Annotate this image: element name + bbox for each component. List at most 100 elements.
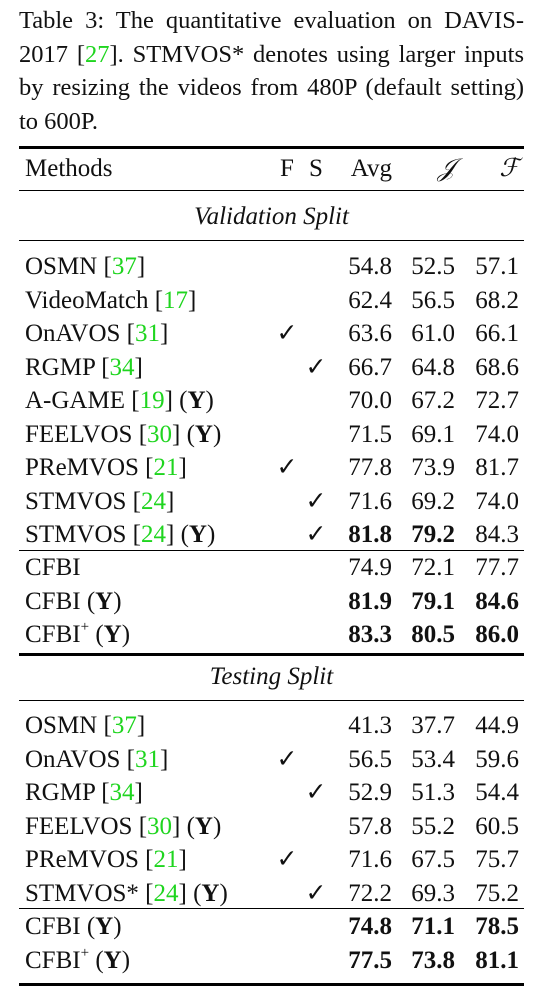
j-score: 64.8	[411, 353, 455, 381]
f-score: 81.1	[475, 947, 519, 974]
j-score: 67.2	[411, 387, 455, 414]
f-score: 77.7	[475, 554, 519, 581]
citation-link[interactable]: 31	[134, 745, 160, 773]
synthetic-check: ✓	[305, 521, 327, 548]
j-score: 79.2	[411, 521, 455, 548]
citation-link[interactable]: 19	[139, 387, 165, 414]
citation-link[interactable]: 17	[163, 286, 189, 314]
f-score: 72.7	[475, 387, 519, 414]
method-cell: PReMVOS [21]	[25, 846, 187, 873]
f-score: 81.7	[475, 454, 519, 481]
method-cell: RGMP [34]	[25, 353, 143, 381]
table-row: CFBI (Y) 81.9 79.1 84.6	[19, 585, 524, 618]
citation-link[interactable]: 37	[111, 712, 137, 739]
header-f: F	[280, 155, 294, 182]
method-cell: OnAVOS [31]	[25, 745, 169, 773]
caption-tail: ]. STMVOS* denotes using larger inputs b…	[19, 40, 524, 135]
avg-score: 66.7	[348, 353, 392, 381]
testing-title-rule	[19, 700, 524, 702]
table-row: RGMP [34] ✓ 52.9 51.3 54.4	[19, 776, 524, 809]
header-row: Methods F S Avg 𝒥 ℱ	[19, 152, 524, 185]
avg-score: 63.6	[348, 320, 392, 347]
finetune-check: ✓	[276, 846, 298, 873]
method-name: STMVOS*	[25, 879, 139, 907]
method-cell: CFBI (Y)	[25, 913, 122, 940]
caption-citation[interactable]: 27	[84, 40, 110, 68]
method-cell: STMVOS* [24] (Y)	[25, 879, 228, 907]
synthetic-check: ✓	[305, 487, 327, 515]
f-score: 68.2	[475, 286, 519, 314]
citation-link[interactable]: 31	[134, 320, 160, 347]
header-avg: Avg	[350, 155, 392, 182]
method-name: RGMP	[25, 779, 95, 806]
method-name: CFBI	[25, 587, 81, 615]
citation-link[interactable]: 24	[153, 879, 179, 907]
citation-link[interactable]: 30	[147, 812, 173, 840]
f-score: 75.2	[475, 879, 519, 907]
method-name: OSMN	[25, 253, 98, 280]
table-row: OSMN [37] 41.3 37.7 44.9	[19, 709, 524, 742]
youtube-vos-marker: Y	[194, 812, 213, 840]
j-score: 37.7	[411, 712, 455, 739]
f-score: 66.1	[475, 320, 519, 347]
citation-link[interactable]: 34	[109, 353, 135, 381]
method-name: PReMVOS	[25, 454, 139, 481]
youtube-vos-marker: Y	[187, 387, 206, 414]
synthetic-check: ✓	[305, 353, 327, 381]
header-j: 𝒥	[437, 155, 455, 182]
testing-split-title: Testing Split	[209, 663, 334, 690]
citation-link[interactable]: 34	[109, 779, 135, 806]
table-row: RGMP [34] ✓ 66.7 64.8 68.6	[19, 351, 524, 384]
j-score: 52.5	[411, 253, 455, 280]
citation-link[interactable]: 30	[147, 420, 173, 448]
method-cell: CFBI+ (Y)	[25, 618, 131, 648]
youtube-vos-marker: Y	[188, 521, 207, 548]
method-name: STMVOS	[25, 521, 127, 548]
header-ff: ℱ	[499, 155, 519, 182]
j-score: 69.2	[411, 487, 455, 515]
caption-lead: Table 3: The quantitative evaluation on …	[19, 7, 524, 68]
f-score: 75.7	[475, 846, 519, 873]
youtube-vos-marker: Y	[95, 913, 114, 940]
top-rule	[19, 146, 524, 149]
table-caption: Table 3: The quantitative evaluation on …	[19, 4, 524, 138]
method-name: OnAVOS	[25, 320, 121, 347]
citation-link[interactable]: 21	[153, 454, 179, 481]
avg-score: 77.5	[348, 947, 392, 974]
validation-split-title: Validation Split	[194, 203, 349, 230]
header-methods: Methods	[25, 155, 113, 182]
method-cell: RGMP [34]	[25, 779, 143, 806]
f-score: 44.9	[475, 712, 519, 739]
citation-link[interactable]: 24	[141, 487, 166, 515]
j-score: 51.3	[411, 779, 455, 806]
citation-link[interactable]: 24	[141, 521, 166, 548]
avg-score: 56.5	[348, 745, 392, 773]
method-name: FEELVOS	[25, 812, 133, 840]
avg-score: 74.8	[348, 913, 392, 940]
method-superscript: +	[80, 618, 90, 635]
method-name: FEELVOS	[25, 420, 133, 448]
avg-score: 71.6	[348, 846, 392, 873]
method-name: OSMN	[25, 712, 98, 739]
citation-link[interactable]: 37	[111, 253, 137, 280]
avg-score: 83.3	[348, 621, 392, 648]
avg-score: 74.9	[348, 554, 392, 581]
j-score: 80.5	[411, 621, 455, 648]
header-s: S	[309, 155, 323, 182]
table-row: CFBI+ (Y) 77.5 73.8 81.1	[19, 944, 524, 977]
table-row: A-GAME [19] (Y) 70.0 67.2 72.7	[19, 384, 524, 417]
method-cell: OSMN [37]	[25, 712, 146, 739]
youtube-vos-marker: Y	[103, 621, 122, 648]
table-row: STMVOS* [24] (Y) ✓ 72.2 69.3 75.2	[19, 877, 524, 910]
method-superscript: +	[80, 944, 90, 961]
j-score: 71.1	[411, 913, 455, 940]
header-rule	[19, 190, 524, 192]
f-score: 60.5	[475, 812, 519, 840]
citation-link[interactable]: 21	[153, 846, 179, 873]
method-name: CFBI	[25, 947, 81, 974]
j-score: 73.8	[411, 947, 455, 974]
method-name: CFBI	[25, 621, 81, 648]
f-score: 74.0	[475, 420, 519, 448]
method-cell: CFBI+ (Y)	[25, 944, 131, 974]
